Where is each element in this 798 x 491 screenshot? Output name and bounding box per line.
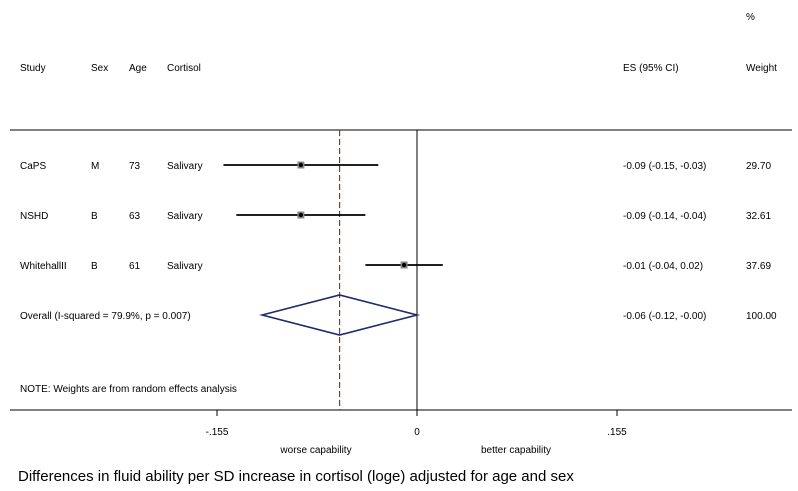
overall-label: Overall (I-squared = 79.9%, p = 0.007)	[20, 311, 191, 322]
x-axis-ticks: -.155 0 .155 worse capability better capabil…	[206, 410, 627, 456]
x-tick-label: -.155	[206, 427, 229, 438]
note-text: NOTE: Weights are from random effects an…	[20, 384, 237, 395]
study-weight: 29.70	[746, 161, 771, 172]
x-tick-label: .155	[607, 427, 627, 438]
overall-weight: 100.00	[746, 311, 777, 322]
header-cortisol: Cortisol	[167, 63, 201, 74]
study-weight: 37.69	[746, 261, 771, 272]
study-point	[298, 212, 304, 218]
figure-caption: Differences in fluid ability per SD incr…	[18, 468, 574, 485]
overall-diamond	[258, 294, 421, 336]
study-cortisol: Salivary	[167, 211, 203, 222]
study-sex: B	[91, 211, 98, 222]
study-age: 63	[129, 211, 141, 222]
study-rows: CaPS M 73 Salivary -0.09 (-0.15, -0.03) 29.70…	[20, 161, 771, 272]
study-age: 73	[129, 161, 141, 172]
overall-es-ci: -0.06 (-0.12, -0.00)	[623, 311, 706, 322]
header-age: Age	[129, 63, 147, 74]
study-es-ci: -0.01 (-0.04, 0.02)	[623, 261, 703, 272]
study-point	[401, 262, 407, 268]
x-annotation-right: better capability	[481, 445, 551, 456]
study-name: WhitehallII	[20, 261, 67, 272]
study-point	[298, 162, 304, 168]
header-percent: %	[746, 12, 755, 23]
header-weight: Weight	[746, 63, 777, 74]
x-tick-label: 0	[414, 427, 420, 438]
study-age: 61	[129, 261, 141, 272]
header-sex: Sex	[91, 63, 108, 74]
header-es-ci: ES (95% CI)	[623, 63, 679, 74]
study-sex: M	[91, 161, 99, 172]
study-es-ci: -0.09 (-0.14, -0.04)	[623, 211, 706, 222]
x-annotation-left: worse capability	[279, 445, 351, 456]
study-name: CaPS	[20, 161, 46, 172]
study-sex: B	[91, 261, 98, 272]
study-cortisol: Salivary	[167, 161, 203, 172]
overall-row: Overall (I-squared = 79.9%, p = 0.007) -0…	[20, 294, 777, 336]
study-es-ci: -0.09 (-0.15, -0.03)	[623, 161, 706, 172]
header-study: Study	[20, 63, 46, 74]
study-name: NSHD	[20, 211, 48, 222]
study-weight: 32.61	[746, 211, 771, 222]
study-cortisol: Salivary	[167, 261, 203, 272]
